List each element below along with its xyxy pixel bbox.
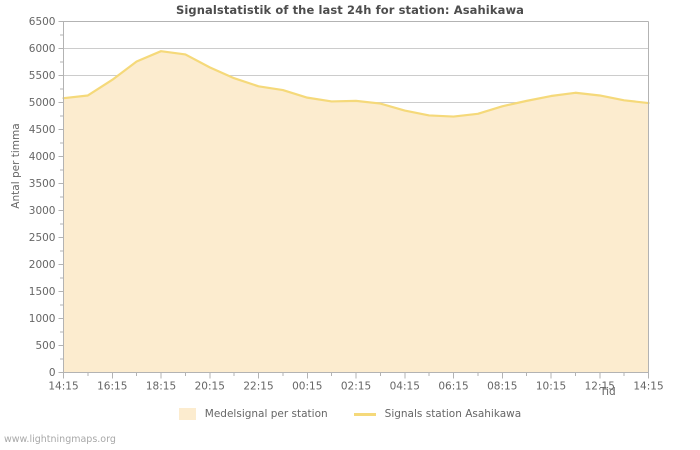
svg-text:4500: 4500 xyxy=(29,124,56,136)
svg-text:4000: 4000 xyxy=(29,151,56,163)
svg-text:6000: 6000 xyxy=(29,43,56,55)
svg-text:5500: 5500 xyxy=(29,70,56,82)
svg-text:2000: 2000 xyxy=(29,259,56,271)
x-axis-tick-labels: 14:15 16:15 18:15 20:15 22:15 00:15 02:15 04:15… xyxy=(48,372,664,393)
chart-title: Signalstatistik of the last 24h for stat… xyxy=(175,3,525,17)
line-series-signals-station xyxy=(62,50,650,118)
svg-text:10:15: 10:15 xyxy=(536,381,566,393)
svg-text:22:15: 22:15 xyxy=(243,381,273,393)
svg-text:04:15: 04:15 xyxy=(390,381,420,393)
svg-text:20:15: 20:15 xyxy=(195,381,225,393)
legend-label-medelsignal: Medelsignal per station xyxy=(204,408,328,420)
legend-line-swatch-icon xyxy=(353,412,376,416)
svg-text:00:15: 00:15 xyxy=(292,381,322,393)
svg-text:14:15: 14:15 xyxy=(633,381,663,393)
legend-item-signals-station[interactable]: Signals station Asahikawa xyxy=(353,408,522,420)
svg-text:12:15: 12:15 xyxy=(585,381,615,393)
svg-text:5000: 5000 xyxy=(29,97,56,109)
svg-text:0: 0 xyxy=(49,367,56,379)
svg-text:16:15: 16:15 xyxy=(97,381,127,393)
svg-text:500: 500 xyxy=(35,340,55,352)
y-axis-tick-labels: 0 500 1000 1500 2000 2500 3000 3500 4000 4500 5000… xyxy=(29,16,64,379)
x-axis-title: Tid xyxy=(600,386,616,398)
legend-item-medelsignal[interactable]: Medelsignal per station xyxy=(178,408,328,420)
svg-text:3000: 3000 xyxy=(29,205,56,217)
legend-label-signals-station: Signals station Asahikawa xyxy=(384,408,522,420)
svg-text:08:15: 08:15 xyxy=(487,381,517,393)
svg-text:2500: 2500 xyxy=(29,232,56,244)
svg-text:6500: 6500 xyxy=(29,16,56,28)
chart-legend: Medelsignal per station Signals station … xyxy=(0,408,700,420)
y-axis-title: Antal per timma xyxy=(10,123,22,209)
svg-text:06:15: 06:15 xyxy=(438,381,468,393)
svg-text:3500: 3500 xyxy=(29,178,56,190)
area-series-medelsignal xyxy=(63,51,649,373)
footer-url: www.lightningmaps.org xyxy=(4,434,116,445)
legend-area-swatch-icon xyxy=(178,408,196,420)
svg-text:02:15: 02:15 xyxy=(341,381,371,393)
svg-text:14:15: 14:15 xyxy=(48,381,78,393)
svg-text:18:15: 18:15 xyxy=(146,381,176,393)
svg-text:1000: 1000 xyxy=(29,313,56,325)
svg-text:1500: 1500 xyxy=(29,286,56,298)
